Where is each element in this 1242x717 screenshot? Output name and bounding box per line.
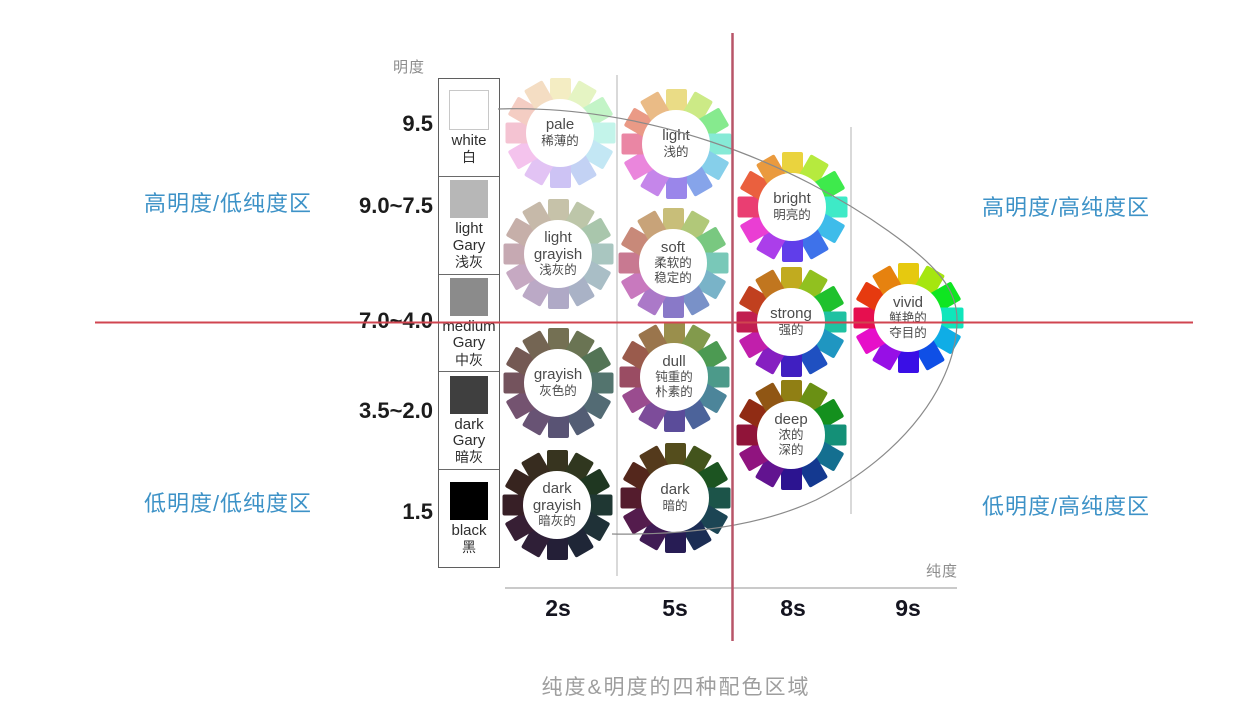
tone-wheel-pale: pale 稀薄的 bbox=[495, 68, 625, 198]
tone-wheel-label: dark bbox=[660, 481, 690, 499]
tone-wheel-label: dull bbox=[662, 352, 686, 370]
grayscale-column: white 白 light Gary 浅灰 medium Gary 中灰 dark Gary… bbox=[438, 78, 500, 568]
tone-wheel-center-light-grayish: light grayish 浅灰的 bbox=[524, 220, 592, 288]
tone-wheel-label: light bbox=[544, 228, 572, 246]
tone-wheel-label: dark bbox=[542, 479, 572, 497]
tone-wheel-dull: dull 钝重的 朴素的 bbox=[609, 312, 739, 442]
tone-wheel-dark: dark 暗的 bbox=[610, 433, 740, 563]
tone-wheel-label: 灰色的 bbox=[539, 383, 577, 398]
tone-wheel-bright: bright 明亮的 bbox=[727, 142, 857, 272]
tone-wheel-label: 钝重的 bbox=[655, 370, 693, 385]
tone-wheel-label: 深的 bbox=[778, 443, 804, 458]
tone-wheel-label: soft bbox=[660, 238, 686, 256]
tone-wheel-center-soft: soft 柔软的 稳定的 bbox=[639, 229, 707, 297]
tone-wheel-label: bright bbox=[773, 190, 811, 208]
x-axis-title: 纯度 bbox=[926, 563, 959, 580]
grayscale-label-en: light Gary bbox=[452, 220, 486, 254]
grayscale-label-en: white bbox=[451, 131, 487, 149]
tone-wheel-label: deep bbox=[774, 410, 808, 428]
tone-wheel-label: 柔软的 bbox=[654, 256, 692, 271]
tone-wheel-label: 夺目的 bbox=[889, 326, 927, 341]
x-axis-label-5s: 5s bbox=[662, 595, 688, 621]
tone-wheel-soft: soft 柔软的 稳定的 bbox=[608, 198, 738, 328]
tone-wheel-deep: deep 浓的 深的 bbox=[726, 370, 856, 500]
grayscale-cell-medium-Gary: medium Gary 中灰 bbox=[439, 273, 499, 372]
grayscale-label-cn: 白 bbox=[462, 148, 476, 165]
tone-wheel-center-vivid: vivid 鲜艳的 夺目的 bbox=[874, 284, 942, 352]
region-label-bottom-left: 低明度/低纯度区 bbox=[143, 491, 313, 516]
x-axis-label-9s: 9s bbox=[895, 595, 921, 621]
tone-wheel-label: grayish bbox=[533, 245, 583, 263]
tone-wheel-label: 稳定的 bbox=[654, 271, 692, 286]
tone-wheel-label: pale bbox=[545, 116, 575, 134]
y-axis-label-7.0-4.0: 7.0~4.0 bbox=[358, 308, 433, 333]
tone-wheel-label: 朴素的 bbox=[655, 385, 693, 400]
tone-wheel-label: 明亮的 bbox=[773, 207, 811, 222]
y-axis-label-9.5: 9.5 bbox=[402, 111, 433, 136]
grayscale-label-cn: 黑 bbox=[462, 539, 476, 556]
tone-wheel-label: 暗灰的 bbox=[538, 514, 576, 529]
tone-wheel-light: light 浅的 bbox=[611, 79, 741, 209]
grayscale-swatch bbox=[450, 376, 488, 415]
x-axis-label-8s: 8s bbox=[780, 595, 806, 621]
y-axis-label-1.5: 1.5 bbox=[402, 499, 433, 524]
grayscale-label-cn: 暗灰 bbox=[455, 449, 483, 466]
grayscale-cell-white: white 白 bbox=[439, 79, 499, 176]
diagram-caption: 纯度&明度的四种配色区域 bbox=[541, 676, 811, 699]
grayscale-swatch bbox=[450, 481, 488, 520]
tone-wheel-label: 浅灰的 bbox=[539, 263, 577, 278]
region-label-top-left: 高明度/低纯度区 bbox=[143, 191, 313, 216]
y-axis-label-3.5-2.0: 3.5~2.0 bbox=[358, 398, 433, 423]
tone-wheel-label: 鲜艳的 bbox=[889, 311, 927, 326]
tone-wheel-center-bright: bright 明亮的 bbox=[758, 173, 826, 241]
x-axis-label-2s: 2s bbox=[545, 595, 571, 621]
tone-wheel-center-dark: dark 暗的 bbox=[641, 464, 709, 532]
tone-wheel-grayish: grayish 灰色的 bbox=[493, 318, 623, 448]
grayscale-label-cn: 中灰 bbox=[455, 351, 483, 368]
grayscale-label-en: black bbox=[451, 521, 487, 539]
tone-wheel-label: 强的 bbox=[778, 322, 804, 337]
tone-wheel-label: light bbox=[662, 127, 690, 145]
tone-wheel-center-pale: pale 稀薄的 bbox=[526, 99, 594, 167]
tone-wheel-label: strong bbox=[770, 305, 812, 323]
grayscale-swatch bbox=[449, 89, 489, 130]
tone-wheel-label: 暗的 bbox=[662, 498, 688, 513]
grayscale-cell-dark-Gary: dark Gary 暗灰 bbox=[439, 371, 499, 469]
tone-wheel-dark-grayish: dark grayish 暗灰的 bbox=[492, 440, 622, 570]
y-axis-title: 明度 bbox=[393, 59, 426, 76]
tone-wheel-center-grayish: grayish 灰色的 bbox=[524, 349, 592, 417]
tone-wheel-center-dark-grayish: dark grayish 暗灰的 bbox=[523, 471, 591, 539]
tone-wheel-label: grayish bbox=[532, 496, 582, 514]
tone-wheel-strong: strong 强的 bbox=[726, 257, 856, 387]
tone-wheel-label: 浅的 bbox=[663, 144, 689, 159]
tone-wheel-label: vivid bbox=[892, 293, 923, 311]
tone-wheel-light-grayish: light grayish 浅灰的 bbox=[493, 189, 623, 319]
tone-wheel-vivid: vivid 鲜艳的 夺目的 bbox=[843, 253, 973, 383]
grayscale-cell-black: black 黑 bbox=[439, 469, 499, 567]
tone-wheel-center-strong: strong 强的 bbox=[757, 288, 825, 356]
tone-wheel-label: grayish bbox=[533, 366, 583, 384]
region-label-top-right: 高明度/高纯度区 bbox=[981, 195, 1151, 220]
tone-wheel-center-deep: deep 浓的 深的 bbox=[757, 401, 825, 469]
tone-wheel-label: 浓的 bbox=[778, 428, 804, 443]
grayscale-cell-light-Gary: light Gary 浅灰 bbox=[439, 175, 499, 274]
y-axis-label-9.0-7.5: 9.0~7.5 bbox=[358, 193, 433, 218]
grayscale-label-en: dark Gary bbox=[452, 416, 486, 450]
tone-wheel-label: 稀薄的 bbox=[541, 133, 579, 148]
region-label-bottom-right: 低明度/高纯度区 bbox=[981, 494, 1151, 519]
tone-wheel-center-dull: dull 钝重的 朴素的 bbox=[640, 343, 708, 411]
grayscale-swatch bbox=[450, 278, 488, 317]
grayscale-label-cn: 浅灰 bbox=[455, 253, 483, 270]
grayscale-label-en: medium Gary bbox=[442, 318, 496, 352]
grayscale-swatch bbox=[450, 180, 488, 219]
tone-wheel-center-light: light 浅的 bbox=[642, 110, 710, 178]
